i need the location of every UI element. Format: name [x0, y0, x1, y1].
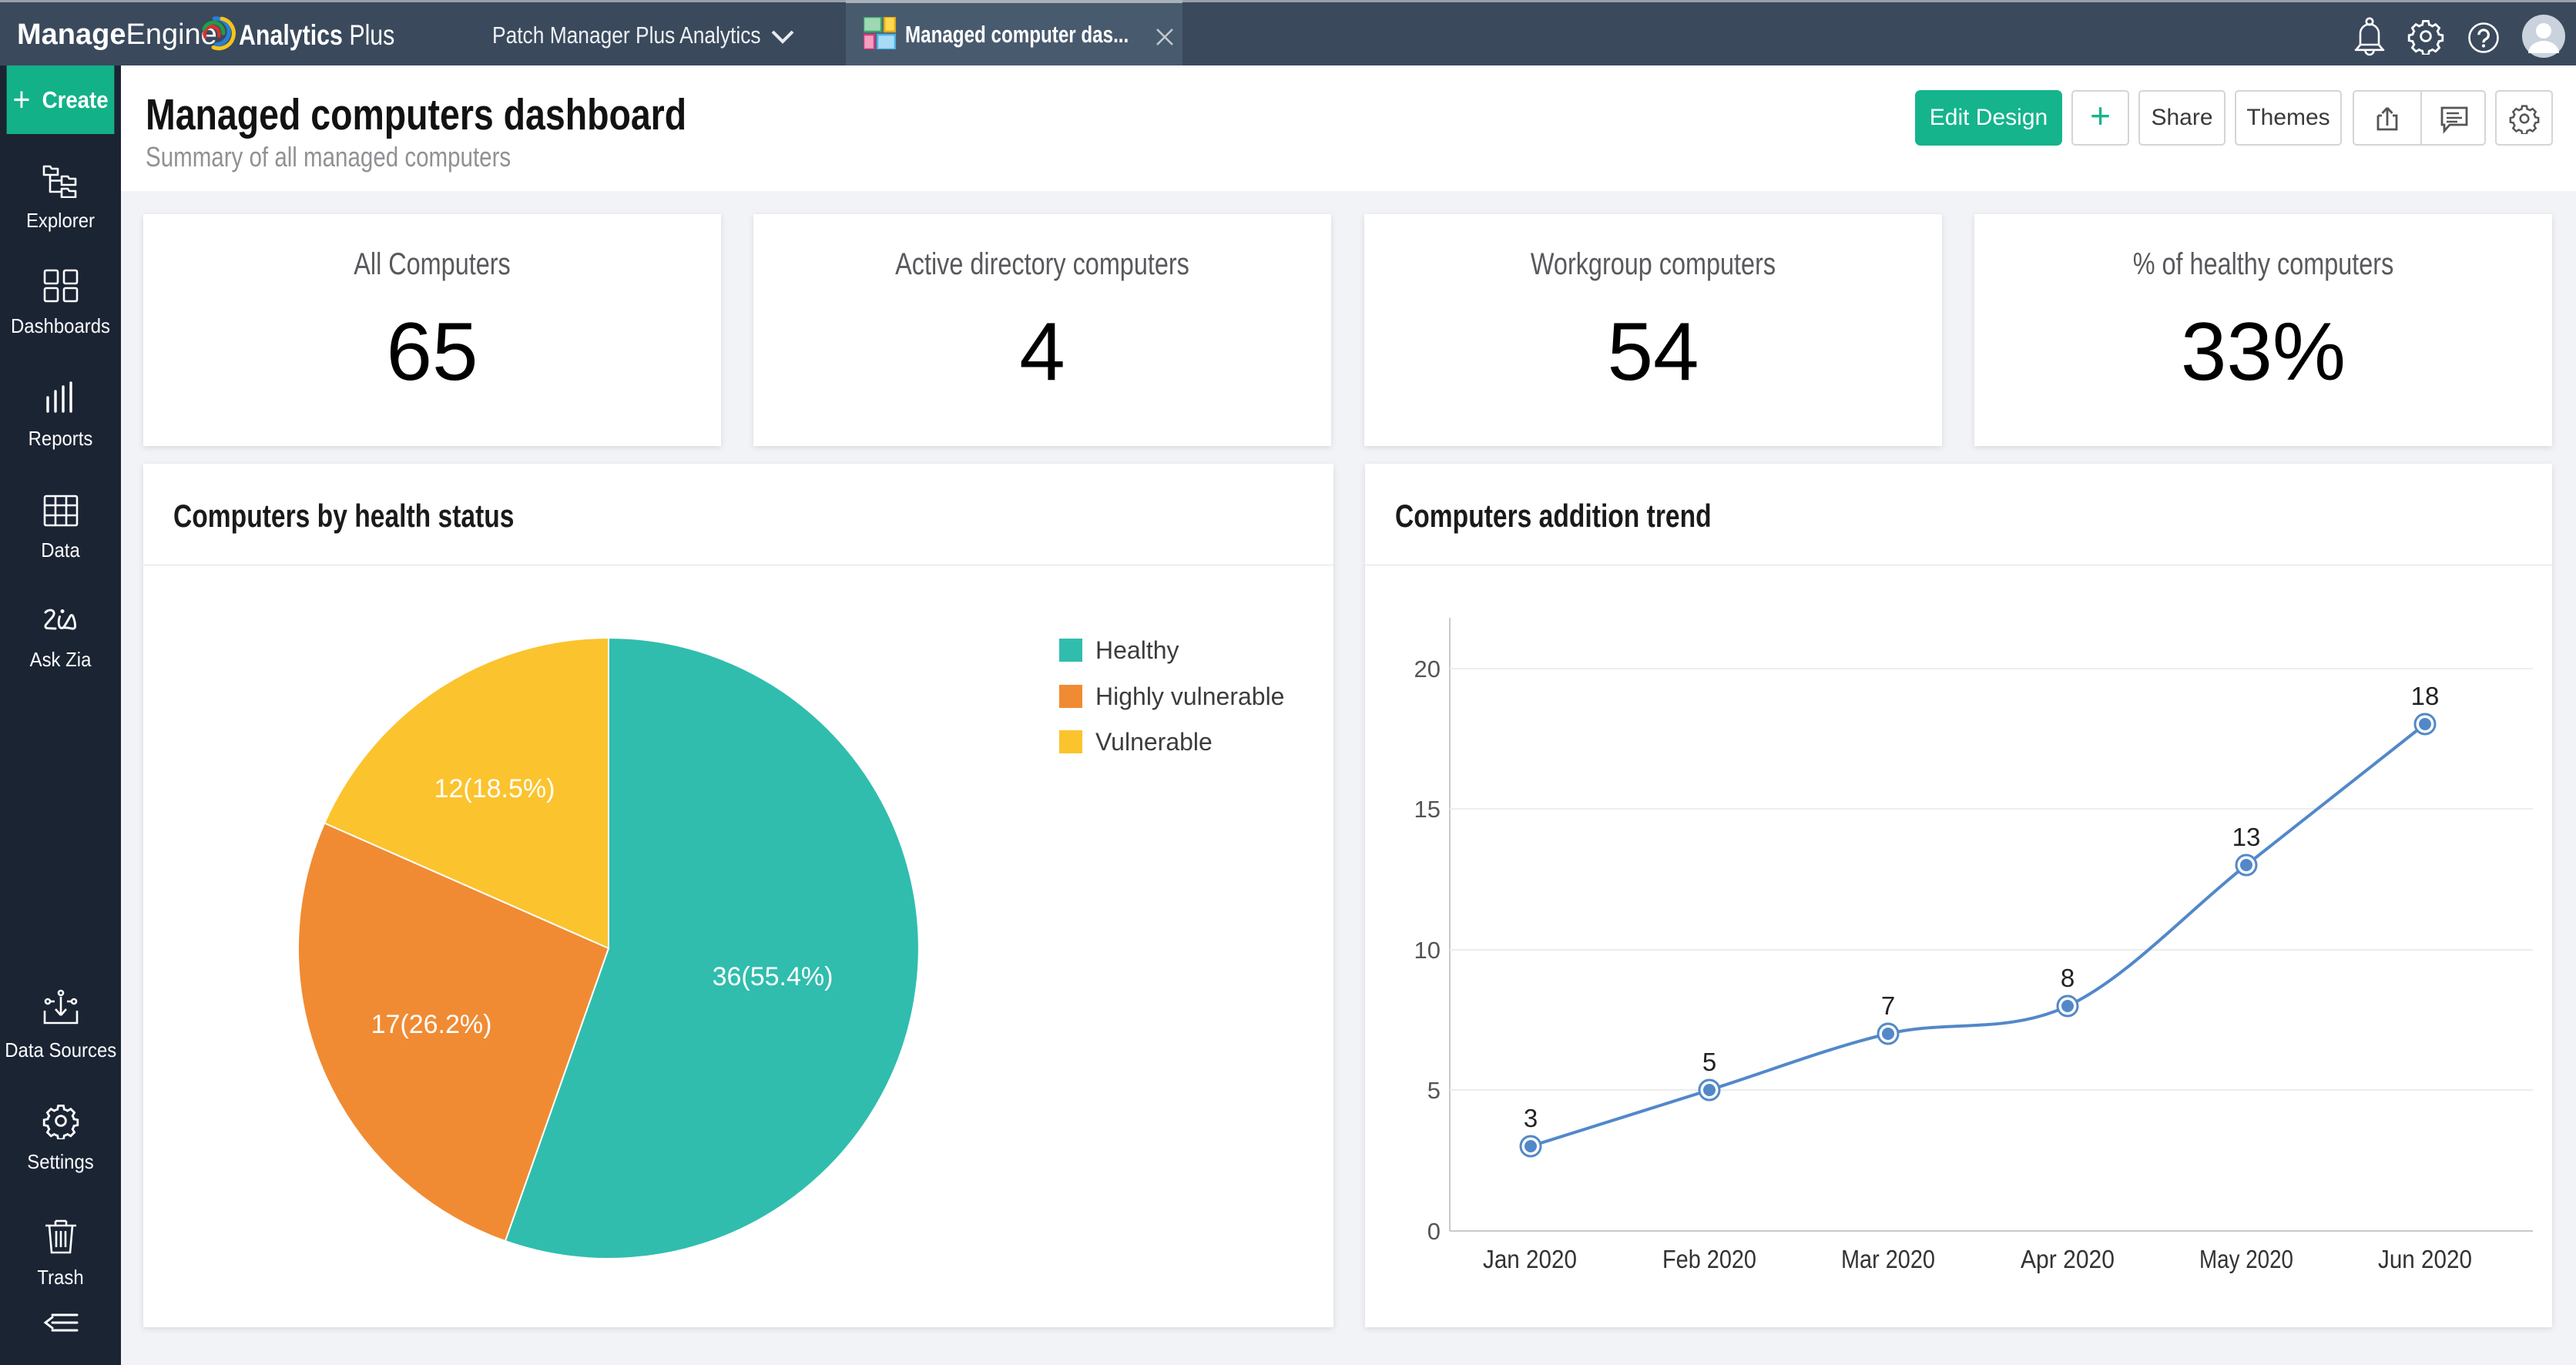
svg-text:5: 5 [1702, 1048, 1716, 1076]
svg-text:Highly vulnerable: Highly vulnerable [1095, 682, 1284, 710]
svg-text:Jun 2020: Jun 2020 [2378, 1245, 2472, 1273]
svg-text:0: 0 [1427, 1218, 1441, 1245]
svg-text:18: 18 [2411, 682, 2440, 710]
svg-text:Vulnerable: Vulnerable [1095, 728, 1213, 756]
svg-text:May 2020: May 2020 [2199, 1245, 2293, 1273]
svg-text:15: 15 [1414, 796, 1441, 823]
svg-text:10: 10 [1414, 937, 1441, 964]
svg-text:5: 5 [1427, 1077, 1441, 1104]
svg-text:7: 7 [1881, 991, 1895, 1020]
svg-text:36(55.4%): 36(55.4%) [713, 962, 834, 991]
svg-text:Feb 2020: Feb 2020 [1662, 1245, 1756, 1273]
svg-text:Apr 2020: Apr 2020 [2021, 1245, 2115, 1273]
svg-text:Healthy: Healthy [1095, 636, 1179, 664]
svg-text:8: 8 [2061, 964, 2075, 992]
svg-text:3: 3 [1524, 1104, 1538, 1132]
svg-text:12(18.5%): 12(18.5%) [434, 774, 555, 803]
svg-text:Mar 2020: Mar 2020 [1841, 1245, 1935, 1273]
svg-text:13: 13 [2232, 823, 2261, 851]
svg-text:17(26.2%): 17(26.2%) [371, 1010, 492, 1039]
svg-text:20: 20 [1414, 656, 1441, 682]
svg-text:Jan 2020: Jan 2020 [1483, 1245, 1577, 1273]
